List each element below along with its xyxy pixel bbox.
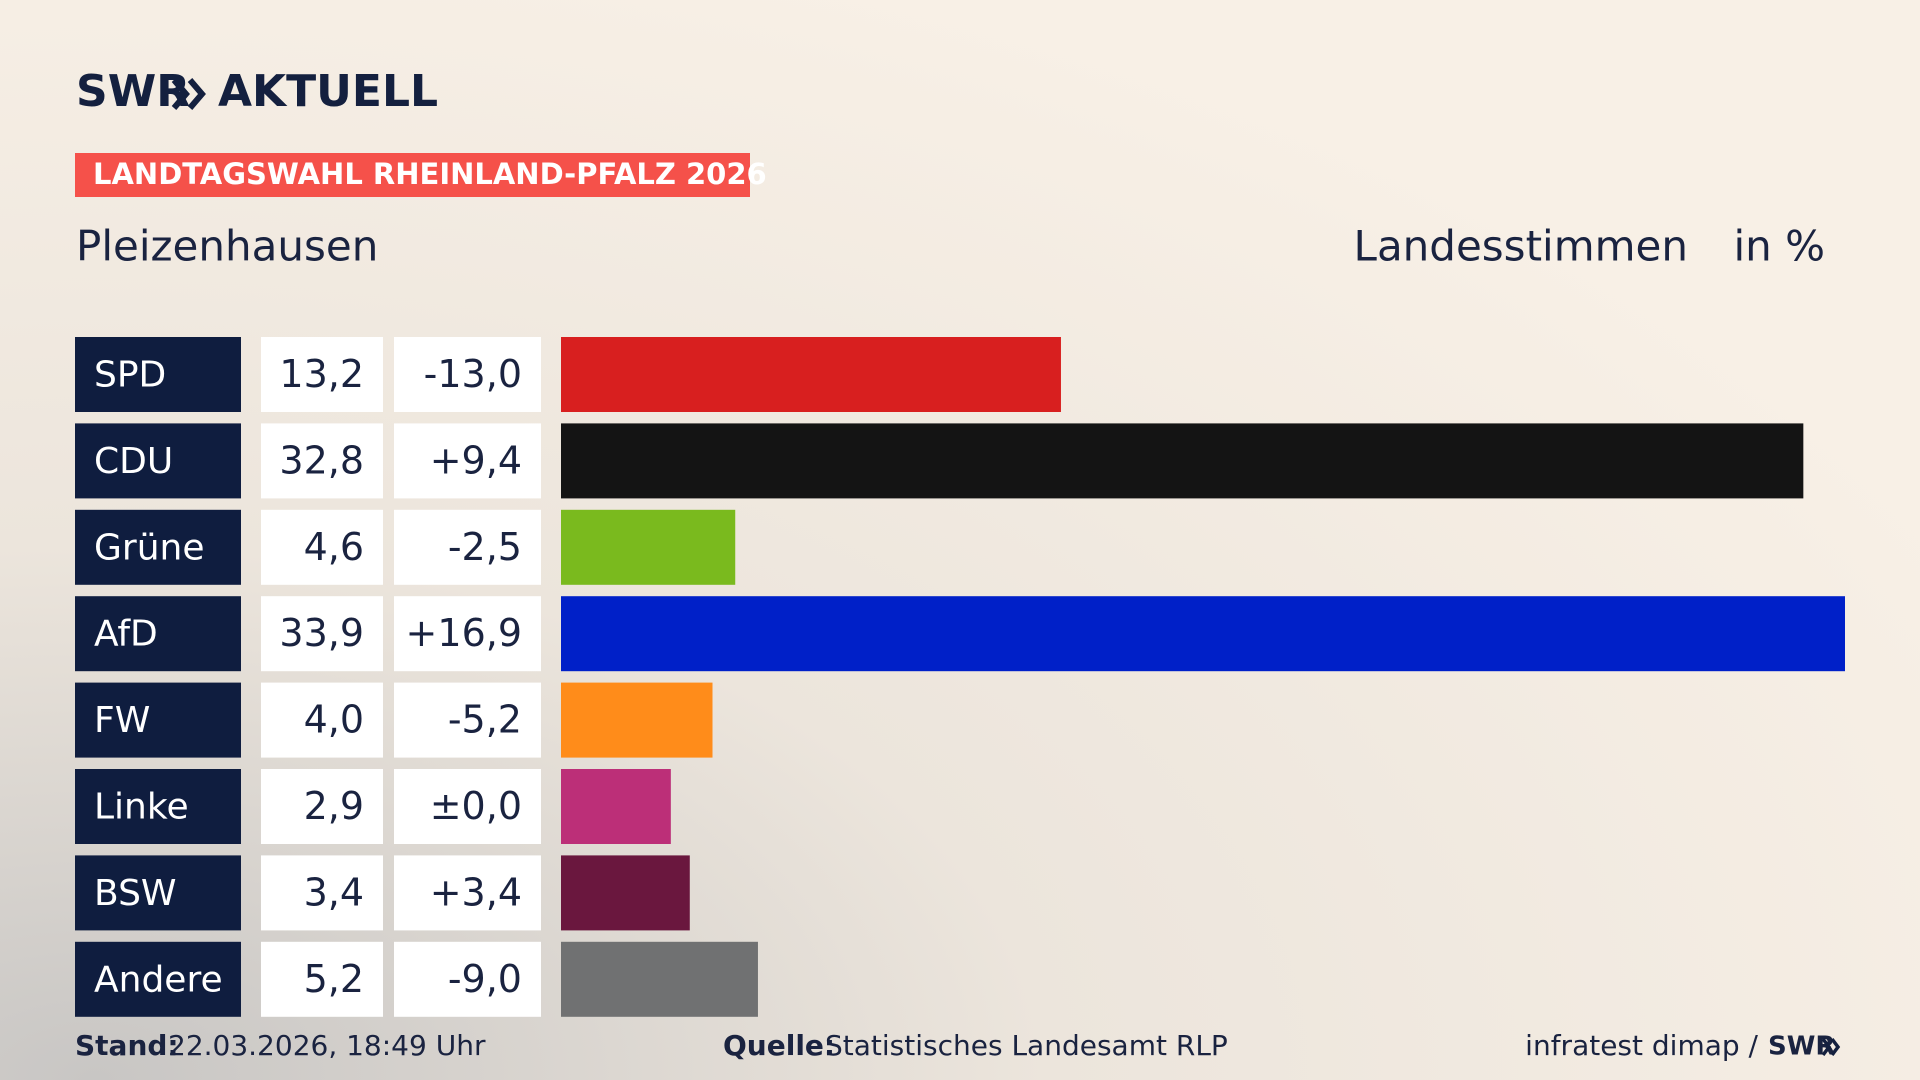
change-box — [394, 509, 541, 585]
bar — [561, 855, 690, 931]
logo-chevrons — [171, 78, 206, 110]
unit: in % — [1733, 222, 1825, 271]
party-box — [75, 596, 241, 672]
party-label: Linke — [94, 787, 189, 828]
change-label: +9,4 — [430, 438, 522, 482]
bar — [561, 941, 758, 1017]
stand-label: Stand: — [75, 1029, 179, 1062]
credit-brand: SWR — [1768, 1032, 1835, 1062]
party-box — [75, 423, 241, 499]
source-label: Quelle: — [723, 1029, 835, 1062]
credit: infratest dimap / — [1525, 1029, 1758, 1062]
chart-title: Pleizenhausen — [76, 222, 378, 271]
value-label: 3,4 — [304, 870, 364, 914]
party-box — [75, 769, 241, 844]
bar — [561, 423, 1804, 499]
change-box — [394, 337, 541, 412]
value-box — [261, 423, 383, 499]
change-label: -2,5 — [448, 525, 522, 569]
value-label: 13,2 — [279, 352, 364, 396]
logo-brand: SWR — [76, 66, 190, 117]
change-label: -13,0 — [424, 352, 522, 396]
change-label: ±0,0 — [430, 784, 522, 828]
change-box — [394, 423, 541, 499]
change-box — [394, 769, 541, 844]
party-box — [75, 941, 241, 1017]
change-label: +3,4 — [430, 870, 522, 914]
change-label: -9,0 — [448, 957, 522, 1001]
bar — [561, 769, 671, 844]
value-label: 4,6 — [304, 525, 364, 569]
value-box — [261, 941, 383, 1017]
banner — [75, 153, 750, 197]
party-box — [75, 682, 241, 758]
party-label: CDU — [94, 441, 173, 482]
change-box — [394, 596, 541, 672]
party-box — [75, 509, 241, 585]
change-box — [394, 855, 541, 931]
banner-text: LANDTAGSWAHL RHEINLAND-PFALZ 2026 — [93, 157, 767, 191]
credit-chevrons — [1821, 1037, 1841, 1057]
value-box — [261, 596, 383, 672]
party-box — [75, 337, 241, 412]
value-box — [261, 682, 383, 758]
party-label: AfD — [94, 614, 158, 655]
value-box — [261, 337, 383, 412]
change-label: -5,2 — [448, 698, 522, 742]
value-box — [261, 855, 383, 931]
bar — [561, 596, 1845, 672]
bar — [561, 682, 713, 758]
party-label: SPD — [94, 355, 166, 396]
value-box — [261, 509, 383, 585]
party-label: BSW — [94, 873, 177, 914]
source: Statistisches Landesamt RLP — [825, 1029, 1228, 1062]
value-label: 4,0 — [304, 698, 364, 742]
value-box — [261, 769, 383, 844]
bar — [561, 509, 736, 585]
change-box — [394, 682, 541, 758]
change-label: +16,9 — [406, 611, 522, 655]
party-label: Grüne — [94, 527, 204, 568]
stand: 22.03.2026, 18:49 Uhr — [168, 1029, 486, 1062]
change-box — [394, 941, 541, 1017]
value-label: 32,8 — [279, 438, 364, 482]
party-label: FW — [94, 700, 150, 741]
party-label: Andere — [94, 959, 223, 1000]
bar — [561, 337, 1061, 412]
party-box — [75, 855, 241, 931]
value-label: 5,2 — [304, 957, 364, 1001]
logo-sub: AKTUELL — [218, 66, 438, 117]
value-label: 2,9 — [304, 784, 364, 828]
value-label: 33,9 — [279, 611, 364, 655]
chart-subtitle: Landesstimmen — [1354, 222, 1688, 271]
